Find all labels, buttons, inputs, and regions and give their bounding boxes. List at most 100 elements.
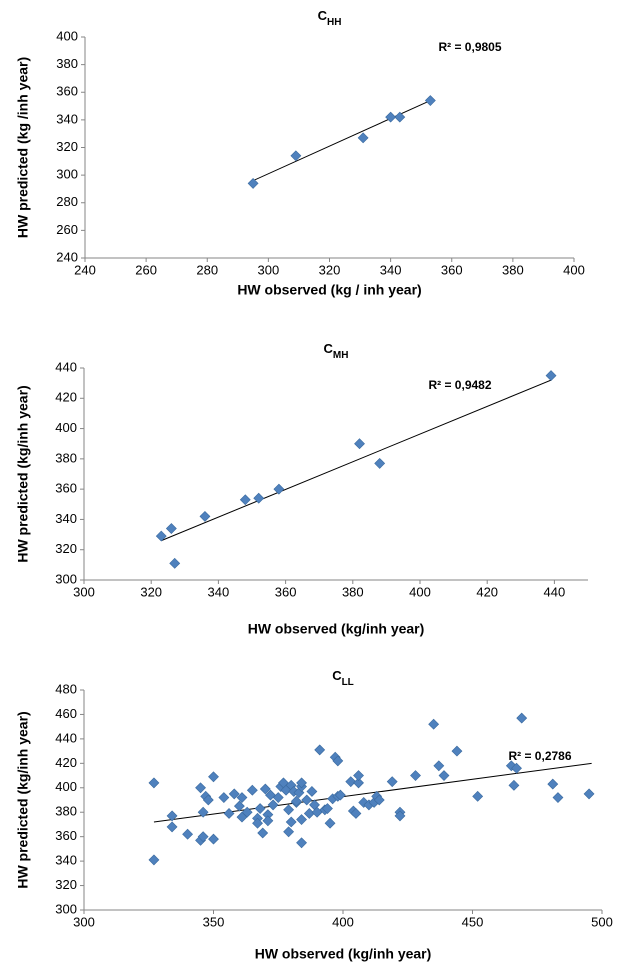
data-point <box>148 777 160 789</box>
y-tick-label: 340 <box>55 853 77 868</box>
y-tick-label: 300 <box>55 901 77 916</box>
y-tick-label: 340 <box>55 511 77 526</box>
x-tick-label: 360 <box>441 262 463 277</box>
data-point <box>374 457 386 469</box>
data-point <box>547 778 559 790</box>
data-point <box>290 795 302 807</box>
y-tick-label: 400 <box>56 28 78 43</box>
y-tick-label: 320 <box>56 139 78 154</box>
data-point <box>296 837 307 849</box>
data-point <box>353 770 364 781</box>
data-point <box>428 718 440 730</box>
data-point <box>373 794 385 806</box>
y-tick-label: 240 <box>56 249 78 264</box>
data-point <box>202 794 214 806</box>
data-point <box>322 803 333 814</box>
chart-title: CLL <box>332 668 354 688</box>
x-tick-label: 400 <box>332 914 354 929</box>
x-tick-label: 260 <box>135 262 157 277</box>
title-main: C <box>332 668 342 683</box>
data-point <box>228 788 240 800</box>
x-tick-label: 240 <box>74 262 96 277</box>
data-point <box>182 828 194 840</box>
y-tick-label: 260 <box>56 222 78 237</box>
x-axis-label: HW observed (kg/inh year) <box>248 621 425 637</box>
y-axis-label: HW predicted (kg /inh year) <box>15 57 31 238</box>
chart-title: CHH <box>318 8 342 28</box>
chart-title: CMH <box>324 341 349 361</box>
data-point <box>508 779 520 791</box>
data-point <box>166 821 178 833</box>
data-point <box>272 792 284 803</box>
y-tick-label: 480 <box>55 681 77 696</box>
data-point <box>166 810 178 822</box>
data-point <box>273 483 285 495</box>
chart-panel: CLL 300 320 340 360 380 400 420 440 460 480 300 350 4… <box>15 668 613 961</box>
data-point <box>306 786 318 797</box>
trendline <box>161 379 552 542</box>
x-tick-label: 340 <box>208 584 230 599</box>
data-point <box>505 760 517 772</box>
x-tick-label: 300 <box>258 262 280 277</box>
data-point <box>511 762 522 774</box>
data-point <box>394 810 406 822</box>
y-axis-label: HW predicted (kg/inh year) <box>15 711 31 888</box>
data-point <box>236 792 248 803</box>
chart-panel: CHH 240 260 280 300 320 340 360 380 400 240 260 280 3… <box>15 8 585 297</box>
data-point <box>552 792 564 803</box>
x-tick-label: 340 <box>380 262 402 277</box>
x-axis-label: HW observed (kg / inh year) <box>237 282 421 298</box>
x-tick-label: 300 <box>73 914 95 929</box>
data-point <box>283 804 295 816</box>
data-point <box>354 438 365 450</box>
data-point <box>197 806 209 818</box>
y-tick-label: 440 <box>55 730 77 745</box>
x-tick-label: 500 <box>591 914 613 929</box>
data-point <box>247 177 259 189</box>
x-tick-label: 300 <box>73 584 95 599</box>
title-subscript: MH <box>333 350 349 361</box>
r-squared-annotation: R² = 0,9482 <box>428 378 491 392</box>
trendline <box>252 100 431 182</box>
y-tick-label: 300 <box>55 571 77 586</box>
r-squared-annotation: R² = 0,9805 <box>438 40 501 54</box>
data-point <box>296 814 307 825</box>
x-tick-label: 360 <box>275 584 297 599</box>
y-tick-label: 360 <box>56 84 78 99</box>
data-point <box>208 833 219 845</box>
y-axis-label: HW predicted (kg/inh year) <box>15 385 31 562</box>
x-tick-label: 320 <box>140 584 162 599</box>
y-tick-label: 400 <box>55 779 77 794</box>
data-point <box>290 150 302 162</box>
data-point <box>394 111 406 123</box>
data-point <box>350 808 362 819</box>
data-point <box>239 494 251 506</box>
data-point <box>583 788 595 800</box>
x-tick-label: 440 <box>544 584 566 599</box>
y-tick-label: 320 <box>55 877 77 892</box>
y-tick-label: 280 <box>56 194 78 209</box>
data-point <box>385 111 397 123</box>
y-tick-label: 380 <box>55 804 77 819</box>
data-point <box>285 816 297 828</box>
data-point <box>253 492 265 504</box>
data-point <box>334 789 346 801</box>
data-point <box>241 806 253 818</box>
data-point <box>218 792 230 803</box>
data-point <box>472 790 484 802</box>
data-point <box>410 770 421 781</box>
data-point <box>283 826 295 838</box>
data-point <box>254 803 266 814</box>
data-point <box>332 755 344 767</box>
data-point <box>169 557 181 569</box>
chart-panel: CMH 300 320 340 360 380 400 420 440 300 320 340 360 3… <box>15 341 588 637</box>
x-tick-label: 380 <box>502 262 524 277</box>
x-tick-label: 350 <box>203 914 225 929</box>
x-tick-label: 380 <box>342 584 364 599</box>
y-tick-label: 440 <box>55 359 77 374</box>
data-point <box>296 777 307 789</box>
data-point <box>424 95 436 106</box>
data-point <box>314 744 326 756</box>
y-tick-label: 360 <box>55 828 77 843</box>
